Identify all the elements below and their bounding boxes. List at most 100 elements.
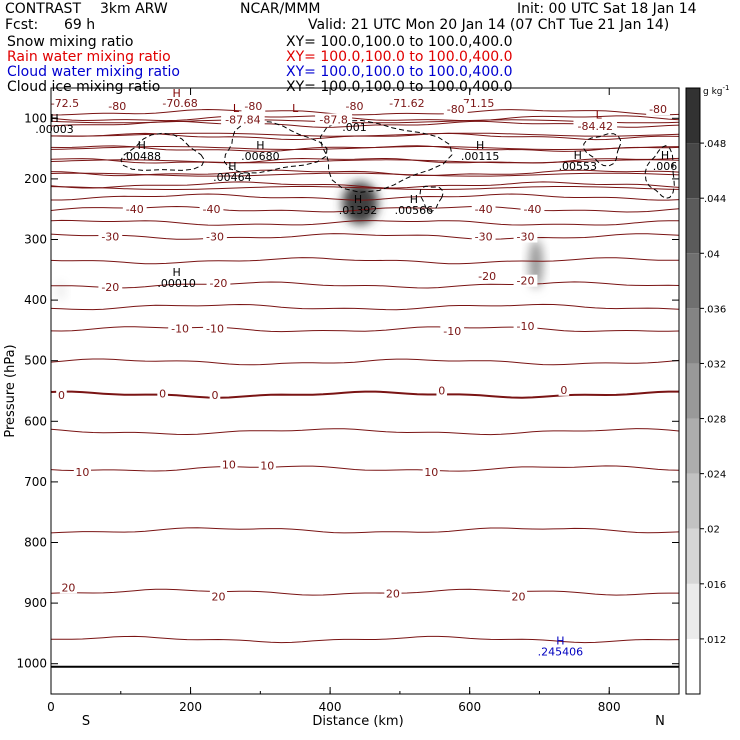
contour-label-bg-11 xyxy=(573,120,618,133)
extrema-value-11: .00464 xyxy=(213,171,252,184)
contour-label-bg-34 xyxy=(220,458,238,471)
contour-label-bg-30 xyxy=(209,389,221,402)
contour-label-bg-25 xyxy=(203,322,227,335)
isotherm--50 xyxy=(51,181,679,189)
contour-label-bg-38 xyxy=(209,590,228,603)
contour-label-bg-19 xyxy=(513,230,538,243)
contour-label-1: -70.68 xyxy=(162,97,197,110)
isotherm--35 xyxy=(51,219,679,226)
extrema-mark-3: L xyxy=(596,108,603,121)
temperature-contours xyxy=(51,108,679,668)
y-tick-label-500: 500 xyxy=(24,354,47,368)
extrema-mark-15: H xyxy=(556,634,564,647)
colorbar: .012 .016 .02 .024 .028 .032 .036 .04 .044 .048 xyxy=(685,87,726,695)
field-snow-name: Snow mixing ratio xyxy=(7,34,134,50)
contour-label-bg-36 xyxy=(422,466,440,479)
y-tick-label-1000: 1000 xyxy=(16,657,47,671)
contour-label-bg-15 xyxy=(520,203,545,216)
upper-isotherm-1 xyxy=(51,132,679,137)
contour-label-bg-29 xyxy=(157,387,168,400)
contour-label-bg-13 xyxy=(199,203,224,216)
contour-label-31: 0 xyxy=(438,384,445,397)
isotherm--80 xyxy=(51,108,679,116)
colorbar-bin-5 xyxy=(686,363,700,419)
colorbar-tick-label-3: .024 xyxy=(704,470,726,481)
contour-label-25: -10 xyxy=(206,323,224,336)
isotherm-5 xyxy=(51,428,679,436)
axes: 0 200 400 600 800100200300400500600700800900… xyxy=(16,88,680,714)
x-tick-label-0: 0 xyxy=(47,700,55,714)
colorbar-tick-label-2: .02 xyxy=(704,525,720,536)
colorbar-bin-1 xyxy=(686,583,700,639)
isotherm--10 xyxy=(51,326,679,333)
extrema-value-9: .00553 xyxy=(559,160,598,173)
contour-label-23: -20 xyxy=(517,275,535,288)
y-tick-label-700: 700 xyxy=(24,475,47,489)
colorbar-bin-6 xyxy=(686,308,700,364)
contour-label-13: -40 xyxy=(203,203,221,216)
contour-label-27: -10 xyxy=(517,320,535,333)
isotherm--20 xyxy=(51,281,679,289)
cloud-ice-contour-2 xyxy=(319,119,453,193)
contour-label-29: 0 xyxy=(159,387,166,400)
extrema-value-8: .00115 xyxy=(461,150,500,163)
contour-label-18: -30 xyxy=(475,230,493,243)
snow-shading-layer xyxy=(55,181,543,301)
isotherm-15 xyxy=(51,527,679,534)
contour-label-bg-9 xyxy=(221,113,265,126)
contour-label-bg-16 xyxy=(98,230,123,243)
contour-label-11: -84.42 xyxy=(578,120,613,133)
contour-label-bg-20 xyxy=(98,280,123,293)
extrema-mark-9: H xyxy=(574,149,582,162)
contour-label-bg-6 xyxy=(385,97,429,110)
colorbar-bin-9 xyxy=(686,143,700,199)
contour-label-14: -40 xyxy=(475,203,493,216)
isotherm-20 xyxy=(51,588,679,596)
y-tick-label-900: 900 xyxy=(24,596,47,610)
colorbar-tick-label-6: .036 xyxy=(704,304,726,315)
isotherm-0 xyxy=(51,390,679,399)
model-name: CONTRAST xyxy=(5,1,81,17)
contour-label-bg-23 xyxy=(513,274,538,287)
contour-label-10: -87.8 xyxy=(319,114,347,127)
isotherm--25 xyxy=(51,257,679,265)
cloud-ice-contour-3 xyxy=(419,185,444,212)
colorbar-tick-label-7: .04 xyxy=(704,249,720,260)
contour-label-28: 0 xyxy=(58,389,65,402)
contour-label-bg-31 xyxy=(436,384,448,397)
contour-label-bg-1 xyxy=(158,97,202,110)
contour-label-bg-12 xyxy=(122,203,147,216)
contour-label-26: -10 xyxy=(443,325,461,338)
isotherm--40 xyxy=(51,205,679,213)
contour-label-36: 10 xyxy=(424,466,438,479)
extrema-value-7: .001 xyxy=(342,121,367,134)
x-tick-label-600: 600 xyxy=(458,700,481,714)
extrema-value-15: .245406 xyxy=(538,645,584,658)
y-tick-label-800: 800 xyxy=(24,536,47,550)
contour-label-bg-0 xyxy=(46,97,84,110)
contour-label-bg-21 xyxy=(206,277,231,290)
south-endpoint: S xyxy=(82,714,90,729)
isotherm--30 xyxy=(51,233,679,240)
contour-label-bg-10 xyxy=(315,113,353,126)
x-tick-label-400: 400 xyxy=(319,700,342,714)
isotherm--60 xyxy=(51,157,679,164)
field-cloudwater-xy: XY= 100.0,100.0 to 100.0,400.0 xyxy=(286,64,513,80)
contour-label-15: -40 xyxy=(523,203,541,216)
north-endpoint: N xyxy=(655,714,665,729)
colorbar-bin-3 xyxy=(686,473,700,529)
colorbar-tick-label-4: .028 xyxy=(704,415,726,426)
model-run: 3km ARW xyxy=(100,1,168,17)
contour-label-22: -20 xyxy=(478,270,496,283)
colorbar-bin-4 xyxy=(686,418,700,474)
contour-label-bg-35 xyxy=(258,459,276,472)
contour-label-bg-39 xyxy=(384,587,402,600)
contour-label-17: -30 xyxy=(206,230,224,243)
contour-label-bg-18 xyxy=(471,230,496,243)
x-tick-label-800: 800 xyxy=(598,700,621,714)
colorbar-tick-label-9: .048 xyxy=(704,139,726,150)
contour-label-35: 10 xyxy=(260,460,274,473)
colorbar-bin-7 xyxy=(686,253,700,309)
isotherm--15 xyxy=(51,303,679,311)
colorbar-unit: g kg-1 xyxy=(703,84,729,97)
